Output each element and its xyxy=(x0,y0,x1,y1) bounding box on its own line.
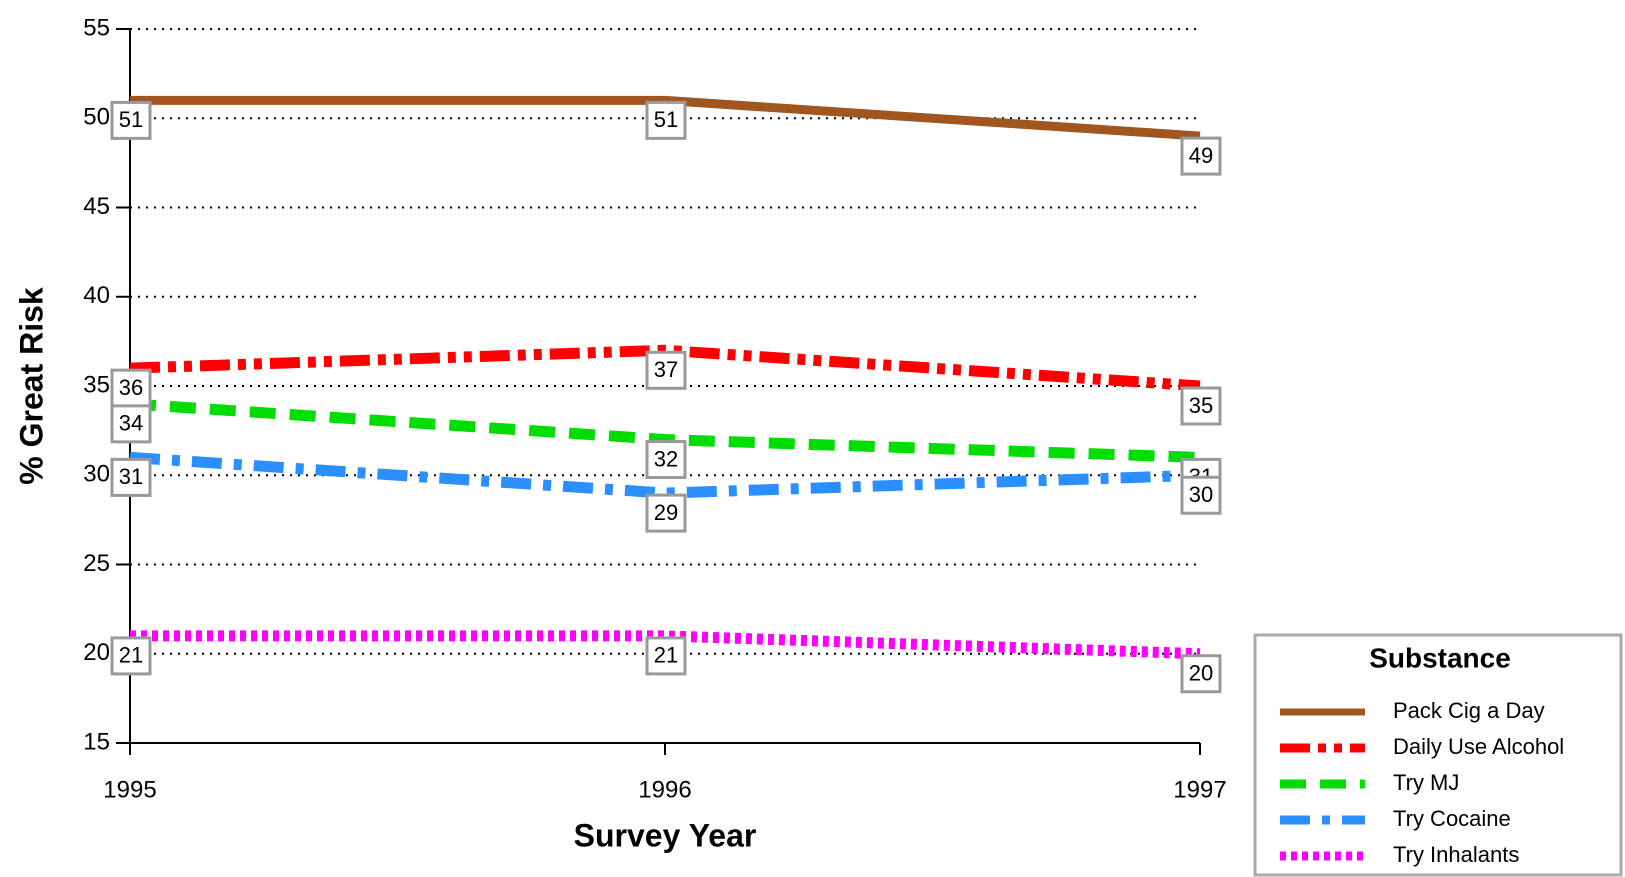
x-tick-label: 1997 xyxy=(1173,776,1226,803)
data-label-box xyxy=(1180,386,1222,426)
x-tick-label: 1995 xyxy=(103,776,156,803)
data-label-box xyxy=(110,636,152,676)
data-label-box xyxy=(1180,136,1222,176)
data-label-box xyxy=(110,404,152,444)
data-label: 51 xyxy=(119,107,143,132)
data-label-box xyxy=(110,100,152,140)
y-axis-title: % Great Risk xyxy=(13,287,49,485)
data-label-box xyxy=(110,457,152,497)
y-tick-label: 25 xyxy=(83,550,110,577)
y-tick-label: 30 xyxy=(83,461,110,488)
legend-title: Substance xyxy=(1369,642,1511,673)
y-tick-label: 40 xyxy=(83,282,110,309)
data-label: 49 xyxy=(1189,143,1213,168)
legend-label: Daily Use Alcohol xyxy=(1393,734,1564,759)
legend-label: Pack Cig a Day xyxy=(1393,698,1545,723)
data-label: 20 xyxy=(1189,661,1213,686)
y-tick-label: 50 xyxy=(83,104,110,131)
y-tick-label: 15 xyxy=(83,728,110,755)
data-label: 35 xyxy=(1189,393,1213,418)
legend-box xyxy=(1253,633,1623,877)
y-tick-label: 45 xyxy=(83,193,110,220)
data-label-box xyxy=(645,350,687,390)
line xyxy=(129,344,1201,392)
y-tick-label: 35 xyxy=(83,371,110,398)
x-tick-label: 1996 xyxy=(638,776,691,803)
y-tick-label: 20 xyxy=(83,639,110,666)
data-label-box xyxy=(645,440,687,480)
data-label-box xyxy=(645,493,687,533)
data-label-box xyxy=(1180,475,1222,515)
y-tick-label: 55 xyxy=(83,14,110,41)
data-label: 31 xyxy=(119,464,143,489)
x-axis-title: Survey Year xyxy=(574,817,757,853)
data-label-box xyxy=(110,368,152,408)
legend-label: Try MJ xyxy=(1393,770,1459,795)
legend-label: Try Inhalants xyxy=(1393,842,1519,867)
data-label: 34 xyxy=(119,411,143,436)
data-label: 32 xyxy=(654,446,678,471)
data-label: 21 xyxy=(119,643,143,668)
data-label: 30 xyxy=(1189,482,1213,507)
data-label: 36 xyxy=(119,375,143,400)
line xyxy=(130,630,1201,660)
data-label: 29 xyxy=(654,500,678,525)
data-label-box xyxy=(645,636,687,676)
line xyxy=(129,398,1201,463)
data-label-box xyxy=(1180,654,1222,694)
line xyxy=(130,95,1201,141)
line xyxy=(129,451,1201,499)
data-label-box xyxy=(645,100,687,140)
data-label: 21 xyxy=(654,643,678,668)
data-label: 51 xyxy=(654,107,678,132)
legend-label: Try Cocaine xyxy=(1393,806,1511,831)
data-label: 37 xyxy=(654,357,678,382)
